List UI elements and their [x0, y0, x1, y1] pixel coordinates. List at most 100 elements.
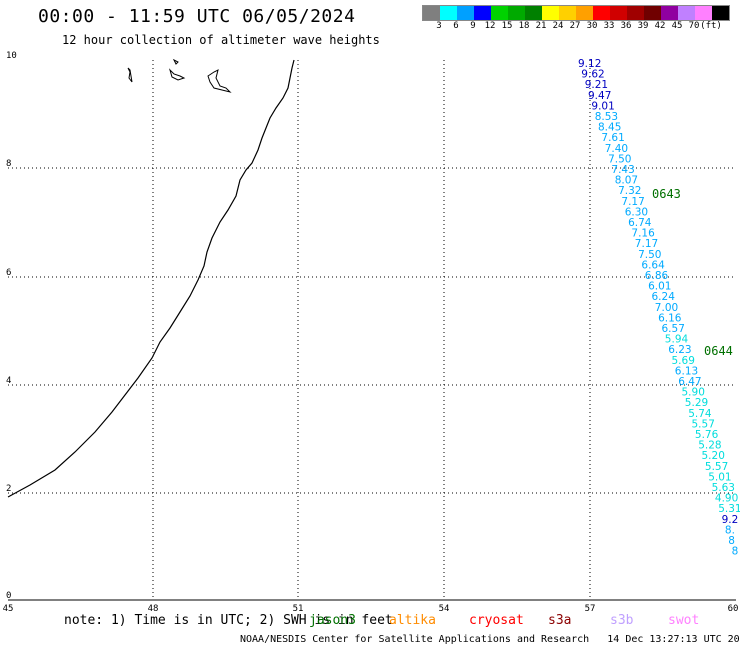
wave-height-label: 6.74: [628, 217, 652, 229]
wave-height-label: 6.24: [652, 291, 676, 303]
wave-height-label: 6.47: [678, 376, 701, 388]
wave-height-label: 5.20: [702, 450, 725, 462]
color-swatch: [474, 6, 491, 20]
color-scale-label: 21: [535, 21, 547, 31]
satellite-legend-item: swot: [668, 613, 700, 628]
wave-height-label: 5.63: [712, 482, 735, 494]
color-swatch: [678, 6, 695, 20]
color-scale-label: 70: [688, 21, 700, 31]
pass-labels: 0643 0644: [652, 187, 733, 358]
map-subtitle: 12 hour collection of altimeter wave hei…: [62, 33, 380, 47]
color-scale-label: 45: [671, 21, 683, 31]
x-tick-label: 60: [728, 604, 739, 614]
satellite-legend-item: jason3: [309, 613, 356, 628]
islands: [127, 58, 232, 93]
pass-id-label: 0644: [704, 344, 733, 358]
x-tick-label: 45: [3, 604, 14, 614]
color-swatch: [593, 6, 610, 20]
credit-footer: NOAA/NESDIS Center for Satellite Applica…: [240, 634, 740, 645]
x-axis-ticks: 45 48 51 54 57 60: [3, 604, 739, 614]
y-tick-label: 10: [6, 51, 17, 61]
wave-height-label: 9.47: [588, 90, 611, 102]
color-scale-label: 30: [586, 21, 598, 31]
wave-height-label: 6.23: [668, 344, 691, 356]
satellite-legend-item: s3a: [548, 613, 572, 628]
color-swatch: [440, 6, 457, 20]
wave-height-label: 5.69: [672, 355, 695, 367]
color-scale-label: 3: [436, 21, 442, 31]
satellite-legend-item: cryosat: [469, 613, 524, 628]
wave-height-label: 7.17: [621, 196, 644, 208]
satellite-legend-item: s3b: [610, 613, 634, 628]
color-scale-label: 36: [620, 21, 632, 31]
color-swatch: [542, 6, 559, 20]
color-swatch: [576, 6, 593, 20]
y-tick-label: 6: [6, 268, 11, 278]
wave-height-label: 8: [732, 546, 739, 558]
color-scale-label: 6: [453, 21, 459, 31]
color-swatch: [712, 6, 729, 20]
wave-height-label: 7.16: [631, 228, 655, 240]
wave-height-label: 5.94: [665, 334, 689, 346]
wave-height-label: 6.30: [625, 206, 648, 218]
color-scale-label: 33: [603, 21, 615, 31]
wave-height-label: 7.40: [605, 143, 628, 155]
color-scale-label: 42: [654, 21, 666, 31]
wave-height-label: 5.76: [695, 429, 719, 441]
wave-height-label: 9.01: [591, 100, 614, 112]
color-swatch: [423, 6, 440, 20]
wave-height-label: 6.13: [675, 365, 698, 377]
x-tick-label: 57: [585, 604, 596, 614]
wave-height-label: 5.74: [688, 408, 712, 420]
x-tick-label: 51: [293, 604, 304, 614]
y-axis-ticks: 0 2 4 6 8 10: [6, 51, 17, 601]
wave-height-label: 9.12: [578, 58, 601, 70]
color-scale-label: 12: [484, 21, 496, 31]
wave-height-label: 7.61: [601, 132, 624, 144]
wave-height-label: 6.01: [648, 281, 671, 293]
color-scale-label: 9: [470, 21, 476, 31]
color-swatch: [457, 6, 474, 20]
color-swatch: [627, 6, 644, 20]
wave-height-label: 5.57: [692, 418, 715, 430]
color-scale-label: (ft): [700, 21, 722, 31]
wave-height-label: 8: [728, 535, 735, 547]
y-tick-label: 2: [6, 484, 11, 494]
color-swatch: [644, 6, 661, 20]
wave-height-label: 8.: [725, 524, 735, 536]
wave-height-label: 5.01: [708, 471, 731, 483]
map-title: 00:00 - 11:59 UTC 06/05/2024: [38, 6, 356, 27]
color-scale-label: 39: [637, 21, 649, 31]
color-swatch: [610, 6, 627, 20]
wave-height-label: 7.50: [638, 249, 661, 261]
color-scale-label: 27: [569, 21, 581, 31]
wave-height-label: 7.32: [618, 185, 641, 197]
grid-lines: [8, 60, 736, 600]
wave-height-label: 7.43: [611, 164, 634, 176]
y-tick-label: 8: [6, 159, 11, 169]
wave-height-label: 5.57: [705, 461, 728, 473]
y-tick-label: 0: [6, 591, 11, 601]
wave-height-label: 8.53: [595, 111, 618, 123]
color-swatch: [695, 6, 712, 20]
footnote: note: 1) Time is in UTC; 2) SWH is in fe…: [64, 613, 393, 628]
color-swatch: [661, 6, 678, 20]
y-tick-label: 4: [6, 376, 11, 386]
wave-height-label: 6.64: [641, 259, 665, 271]
wave-height-label: 5.29: [685, 397, 708, 409]
color-swatch: [559, 6, 576, 20]
color-scale-label: 18: [518, 21, 530, 31]
pass-id-label: 0643: [652, 187, 681, 201]
wave-height-label: 8.07: [615, 175, 638, 187]
color-swatch: [525, 6, 542, 20]
satellite-legend-item: altika: [389, 613, 436, 628]
wave-height-label: 5.28: [698, 440, 721, 452]
wave-height-label: 7.00: [655, 302, 678, 314]
x-tick-label: 54: [439, 604, 450, 614]
wave-height-label: 6.16: [658, 312, 682, 324]
wave-height-label: 9.21: [585, 79, 608, 91]
x-tick-label: 48: [148, 604, 159, 614]
wave-height-points: 9.129.629.219.479.018.538.457.617.407.50…: [578, 58, 740, 558]
color-swatch: [508, 6, 525, 20]
